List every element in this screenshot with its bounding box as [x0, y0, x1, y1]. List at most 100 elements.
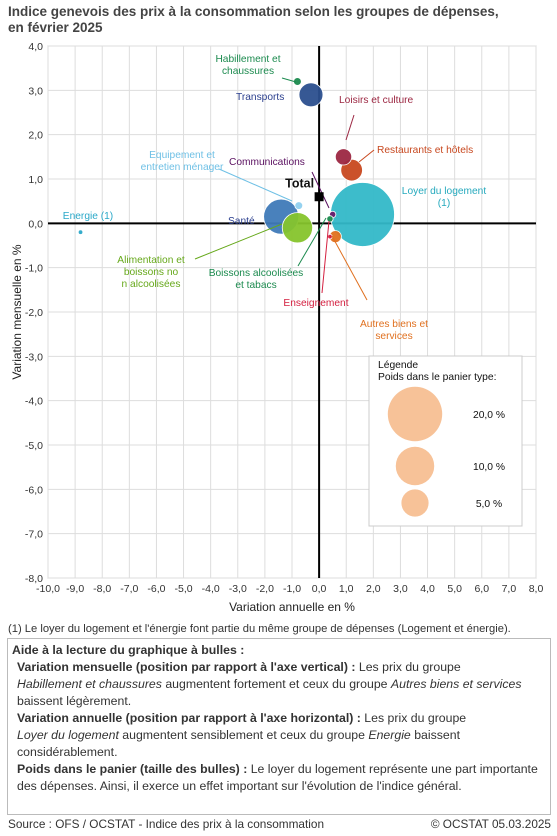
chart-title-line-1: Indice genevois des prix à la consommati…	[8, 4, 499, 19]
copyright-note: © OCSTAT 05.03.2025	[430, 817, 551, 831]
bubble-label-loisirs: Loisirs et culture	[339, 95, 414, 106]
bubble-label-enseignement: Enseignement	[283, 298, 348, 309]
y-tick-label: -1,0	[25, 263, 43, 275]
bubble-boissons	[326, 215, 334, 223]
bubble-label-line: Communications	[229, 157, 305, 168]
bubble-label-line: Loyer du logement	[402, 186, 487, 197]
help-annual-heading: Variation annuelle (position par rapport…	[17, 711, 361, 725]
bubble-label-line: (1)	[438, 198, 450, 209]
leader-line-loisirs	[345, 114, 355, 141]
legend-entry-label: 10,0 %	[473, 462, 505, 473]
bubble-label-energie: Energie (1)	[63, 211, 113, 222]
y-tick-label: 0,0	[28, 218, 43, 230]
x-tick-label: 2,0	[366, 583, 381, 595]
bubble-enseignement	[327, 233, 333, 240]
legend-box	[368, 355, 523, 527]
help-annual-text-3: baissent considérablement.	[17, 728, 460, 759]
leader-line-restaurants	[358, 149, 375, 163]
x-tick-label: -8,0	[93, 583, 111, 595]
help-title: Aide à la lecture du graphique à bulles …	[12, 643, 245, 657]
bubble-label-habillement: Habillement et chaussures	[215, 54, 280, 77]
bubble-loisirs	[334, 148, 353, 166]
y-tick-label: -6,0	[25, 484, 43, 496]
bubble-label-line: Autres biens et	[360, 319, 428, 330]
help-monthly-italic-2: Autres biens et services	[390, 677, 522, 691]
bubble-label-line: boissons no	[124, 267, 179, 278]
leader-line-boissons	[297, 217, 327, 267]
bubble-label-line: Energie (1)	[63, 211, 113, 222]
x-tick-label: -3,0	[229, 583, 247, 595]
x-tick-label: -1,0	[283, 583, 301, 595]
y-tick-label: 2,0	[28, 130, 43, 142]
legend-bubble	[395, 446, 435, 486]
bubble-label-line: et tabacs	[235, 280, 276, 291]
leader-line-habillement	[281, 77, 297, 83]
y-tick-label: -4,0	[25, 396, 43, 408]
legend-bubble	[387, 386, 443, 442]
leader-line-equipement	[218, 168, 293, 202]
bubble-transports	[298, 82, 324, 108]
help-section-annual: Variation annuelle (position par rapport…	[12, 710, 544, 761]
legend-bubble	[401, 489, 429, 517]
help-section-monthly: Variation mensuelle (position par rappor…	[12, 659, 544, 710]
reading-help-box: Aide à la lecture du graphique à bulles …	[7, 638, 551, 815]
help-monthly-heading: Variation mensuelle (position par rappor…	[17, 660, 356, 674]
x-tick-label: -6,0	[147, 583, 165, 595]
bubble-label-line: Loisirs et culture	[339, 95, 414, 106]
help-annual-italic-1: Loyer du logement	[17, 728, 119, 742]
x-tick-label: 4,0	[420, 583, 435, 595]
bubble-label-line: Transports	[236, 92, 284, 103]
footnote: (1) Le loyer du logement et l'énergie fo…	[8, 623, 511, 635]
x-tick-label: 3,0	[393, 583, 408, 595]
y-tick-label: 3,0	[28, 85, 43, 97]
bubble-label-loyer: Loyer du logement (1)	[402, 186, 487, 209]
legend-entry-label: 5,0 %	[476, 499, 502, 510]
help-weight-text: Le loyer du logement représente une part…	[17, 762, 538, 793]
help-annual-italic-2: Energie	[368, 728, 411, 742]
bubble-label-restaurants: Restaurants et hôtels	[377, 145, 473, 156]
x-tick-label: 7,0	[502, 583, 517, 595]
leader-line-communications	[311, 171, 330, 209]
bubble-label-line: services	[375, 331, 412, 342]
help-monthly-text-3: baissent légèrement.	[17, 694, 132, 708]
bubble-equipement	[294, 201, 304, 210]
help-section-weight: Poids dans le panier (taille des bulles)…	[12, 761, 544, 795]
help-monthly-text-1: Les prix du groupe	[355, 660, 461, 674]
bubble-label-line: Alimentation et	[117, 255, 185, 266]
x-tick-label: -5,0	[175, 583, 193, 595]
bubble-alimentation	[281, 212, 314, 244]
total-label: Total	[285, 177, 314, 191]
x-tick-label: -7,0	[120, 583, 138, 595]
help-monthly-text-2: augmentent fortement et ceux du groupe	[161, 677, 391, 691]
bubble-label-communications: Communications	[229, 157, 305, 168]
x-tick-label: 8,0	[529, 583, 544, 595]
x-tick-label: 5,0	[447, 583, 462, 595]
y-tick-label: -2,0	[25, 307, 43, 319]
bubble-label-line: Boissons alcoolisées	[209, 268, 304, 279]
bubble-label-autres: Autres biens et services	[360, 319, 428, 342]
bubble-label-line: chaussures	[222, 66, 274, 77]
legend-title: Légende	[378, 360, 418, 371]
source-note: Source : OFS / OCSTAT - Indice des prix …	[8, 817, 325, 831]
bubble-label-line: Equipement et	[149, 150, 215, 161]
bubble-label-sante: Santé	[228, 216, 255, 227]
y-tick-label: -7,0	[25, 529, 43, 541]
x-tick-label: -10,0	[36, 583, 60, 595]
help-weight-heading: Poids dans le panier (taille des bulles)…	[17, 762, 248, 776]
x-tick-label: -2,0	[256, 583, 274, 595]
legend-entry-label: 20,0 %	[473, 410, 505, 421]
leader-line-autres	[331, 235, 368, 301]
total-marker	[314, 192, 324, 202]
x-axis-title: Variation annuelle en %	[229, 600, 355, 614]
bubble-label-line: Santé	[228, 216, 255, 227]
y-tick-label: 4,0	[28, 41, 43, 53]
y-tick-label: -5,0	[25, 440, 43, 452]
bubble-label-line: Enseignement	[283, 298, 348, 309]
help-annual-text-2: augmentent sensiblement et ceux du group…	[118, 728, 369, 742]
leader-line-alimentation	[194, 223, 283, 260]
y-tick-label: 1,0	[28, 174, 43, 186]
x-tick-label: 6,0	[474, 583, 489, 595]
x-tick-label: 0,0	[312, 583, 327, 595]
x-tick-label: -9,0	[66, 583, 84, 595]
help-monthly-italic-1: Habillement et chaussures	[17, 677, 162, 691]
